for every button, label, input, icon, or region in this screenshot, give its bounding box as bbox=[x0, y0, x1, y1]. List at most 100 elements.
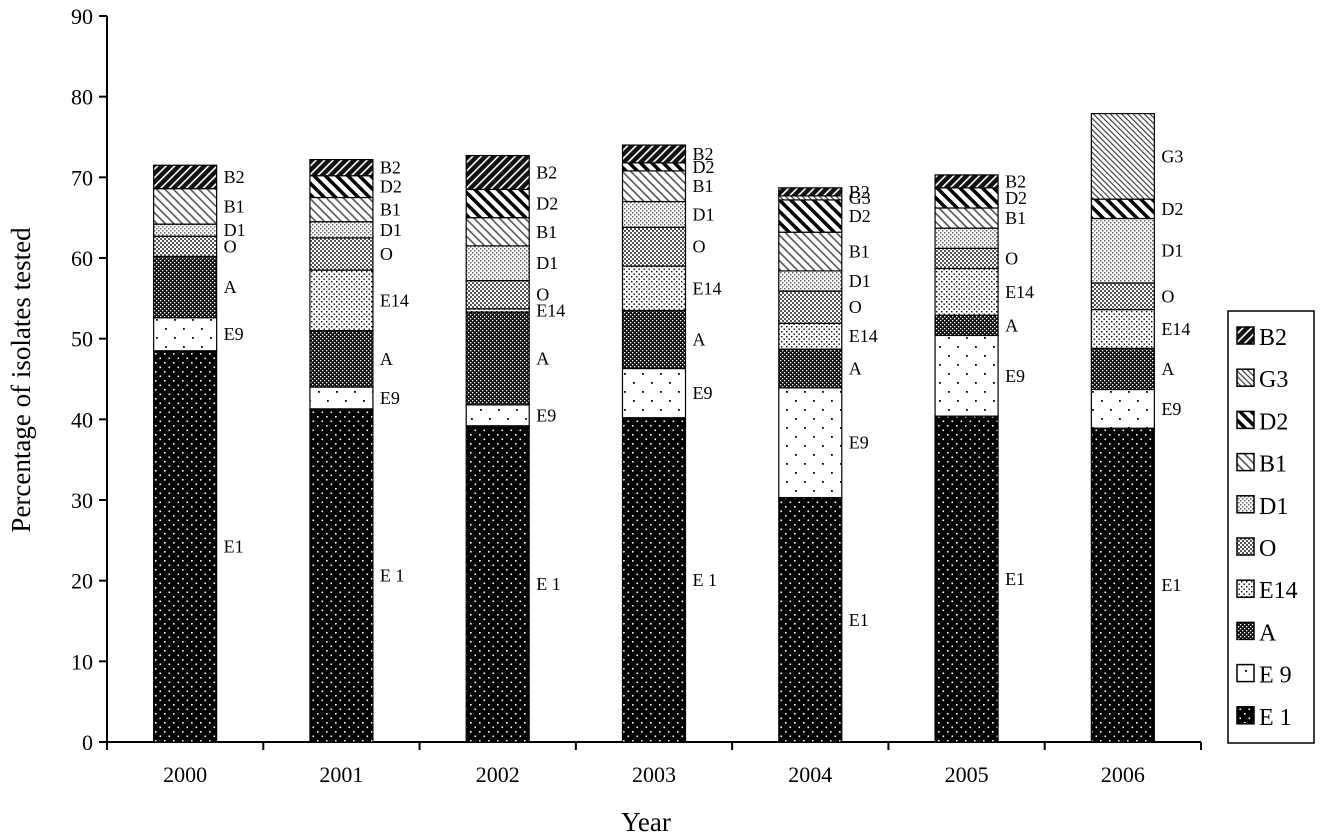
segment-label: E 1 bbox=[536, 574, 561, 594]
segment-label: A bbox=[849, 359, 862, 379]
segment-label: G3 bbox=[1161, 146, 1183, 166]
bar-segment-e9 bbox=[465, 404, 530, 427]
y-axis-title: Percentage of isolates tested bbox=[6, 227, 36, 533]
axes: 0 10 20 30 40 50 60 70 80 90 2000 2001 2002 2003 2004 2… bbox=[71, 4, 1202, 787]
bar-segment-d1 bbox=[1090, 217, 1155, 284]
segment-label: B2 bbox=[536, 162, 557, 182]
legend-label: E 9 bbox=[1259, 663, 1292, 689]
bar-segment-e14 bbox=[309, 269, 374, 332]
legend-label: A bbox=[1259, 620, 1277, 646]
bar-segment-d1 bbox=[465, 245, 530, 282]
segment-label: D1 bbox=[224, 220, 246, 240]
legend-label: B2 bbox=[1259, 325, 1287, 351]
y-tick-label: 10 bbox=[71, 649, 93, 674]
segment-label: D2 bbox=[693, 157, 715, 177]
bar-segment-a bbox=[1090, 347, 1155, 391]
segment-label: E9 bbox=[224, 324, 244, 344]
segment-label: B1 bbox=[1005, 208, 1026, 228]
segment-label: A bbox=[693, 329, 706, 349]
bar-segment-e14 bbox=[778, 322, 843, 350]
segment-label: O bbox=[224, 236, 237, 256]
segment-label: B2 bbox=[224, 167, 245, 187]
bar-segment-o bbox=[934, 247, 999, 270]
bar-segment-d2 bbox=[309, 175, 374, 199]
bar-segment-b1 bbox=[309, 196, 374, 223]
bar-segment-e9 bbox=[153, 317, 218, 352]
segment-label: E14 bbox=[380, 290, 409, 310]
segment-label: E14 bbox=[1161, 319, 1190, 339]
legend-swatch-b1 bbox=[1236, 452, 1255, 472]
segment-label: E14 bbox=[536, 300, 565, 320]
bar-segment-a bbox=[153, 255, 218, 319]
legend-swatch-b2 bbox=[1236, 326, 1255, 345]
bar-segment-d1 bbox=[934, 227, 999, 249]
bar-segment-e14 bbox=[621, 265, 687, 312]
bar-segment-b2 bbox=[934, 174, 999, 189]
bar-segment-o bbox=[778, 290, 843, 324]
bar-segment-e14 bbox=[934, 267, 999, 316]
bar-segment-b2 bbox=[778, 187, 843, 197]
segment-label: O bbox=[536, 285, 549, 305]
bar-segment-b2 bbox=[465, 154, 530, 191]
segment-label: A bbox=[1005, 315, 1018, 335]
segment-label: E9 bbox=[1005, 366, 1025, 386]
bar-segment-b1 bbox=[621, 170, 687, 203]
bar-segment-b1 bbox=[778, 231, 843, 272]
bar-segment-e9 bbox=[1090, 388, 1155, 429]
segment-label: O bbox=[849, 297, 862, 317]
segment-label: E14 bbox=[849, 326, 878, 346]
segment-label: E 1 bbox=[380, 565, 405, 585]
y-tick-label: 40 bbox=[71, 407, 93, 432]
bar-segment-d2 bbox=[778, 199, 843, 233]
segment-label: B1 bbox=[693, 176, 714, 196]
segment-label: O bbox=[1005, 248, 1018, 268]
bar-segment-b2 bbox=[309, 158, 374, 177]
segment-label: E9 bbox=[536, 405, 556, 425]
legend-label: E 1 bbox=[1259, 705, 1292, 731]
bar-segment-e9 bbox=[778, 387, 843, 499]
y-tick-label: 90 bbox=[71, 4, 93, 29]
legend-label: G3 bbox=[1259, 367, 1288, 393]
segment-label: E1 bbox=[1005, 569, 1025, 589]
segment-label: B1 bbox=[536, 222, 557, 242]
bar-segment-e14 bbox=[1090, 309, 1155, 349]
y-tick-label: 30 bbox=[71, 488, 93, 513]
bar-segment-b1 bbox=[465, 217, 530, 247]
legend-swatch-d2 bbox=[1236, 410, 1255, 430]
segment-label: B1 bbox=[224, 196, 245, 216]
y-tick-label: 70 bbox=[71, 165, 93, 190]
segment-label: A bbox=[1161, 359, 1174, 379]
segment-label: E9 bbox=[1161, 399, 1181, 419]
segment-label: B2 bbox=[1005, 171, 1026, 191]
bar-segment-o bbox=[621, 226, 687, 267]
bar-segment-e9 bbox=[309, 386, 374, 410]
legend-label: D2 bbox=[1259, 409, 1288, 435]
segment-label: B1 bbox=[380, 200, 401, 220]
segment-label: G3 bbox=[849, 188, 871, 208]
x-tick-label: 2003 bbox=[632, 762, 676, 787]
bar-segment-o bbox=[465, 279, 530, 310]
segment-label: E1 bbox=[849, 610, 869, 630]
bar-segment-b1 bbox=[153, 188, 218, 225]
x-axis-title: Year bbox=[621, 807, 671, 837]
segment-label: A bbox=[380, 349, 393, 369]
x-tick-label: 2000 bbox=[163, 762, 207, 787]
legend-swatch-e9 bbox=[1236, 663, 1255, 683]
legend-swatch-g3 bbox=[1236, 368, 1255, 387]
segment-label: E9 bbox=[693, 383, 713, 403]
legend-swatch-e14 bbox=[1236, 579, 1255, 598]
bar-segment-g3 bbox=[1090, 113, 1155, 200]
bar-segment-b2 bbox=[621, 144, 687, 164]
segment-label: O bbox=[1161, 286, 1174, 306]
x-tick-label: 2005 bbox=[945, 762, 989, 787]
segment-label: O bbox=[693, 237, 706, 257]
x-tick-label: 2001 bbox=[319, 762, 363, 787]
bar-segment-d2 bbox=[465, 188, 530, 219]
segment-label: E14 bbox=[1005, 282, 1034, 302]
legend-label: D1 bbox=[1259, 494, 1288, 520]
segment-label: D2 bbox=[849, 206, 871, 226]
segment-label: D2 bbox=[380, 177, 402, 197]
